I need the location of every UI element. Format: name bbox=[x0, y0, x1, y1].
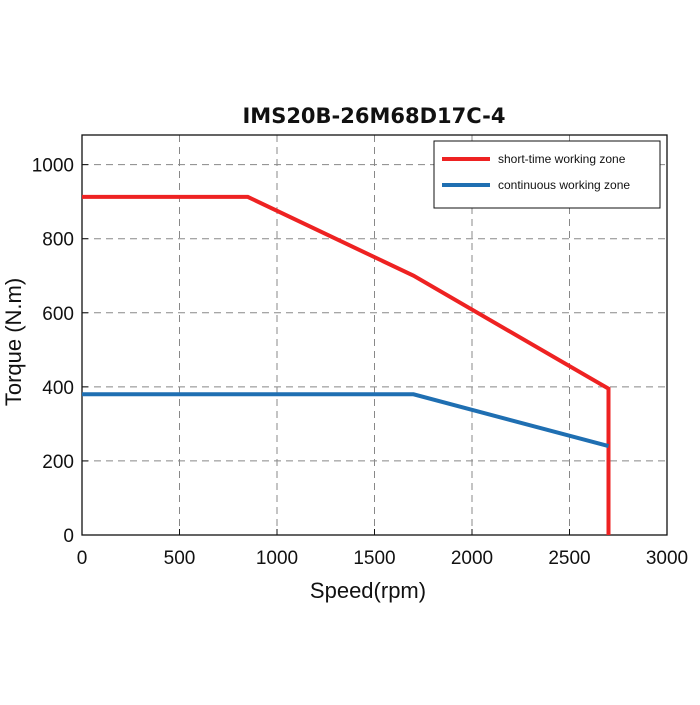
x-tick-label: 2000 bbox=[451, 548, 493, 569]
y-tick-label: 600 bbox=[42, 304, 74, 325]
y-tick-label: 400 bbox=[42, 378, 74, 399]
y-axis-label: Torque (N.m) bbox=[1, 278, 26, 406]
x-tick-label: 2500 bbox=[548, 548, 590, 569]
axis-ticks: 0 500 1000 1500 2000 2500 3000 0 200 400 600 800 100… bbox=[32, 156, 688, 569]
x-tick-label: 1000 bbox=[256, 548, 298, 569]
x-tick-label: 0 bbox=[77, 548, 88, 569]
x-tick-label: 1500 bbox=[353, 548, 395, 569]
legend-label-continuous: continuous working zone bbox=[498, 178, 630, 192]
x-axis-label: Speed(rpm) bbox=[310, 578, 426, 603]
chart-title: IMS20B-26M68D17C-4 bbox=[242, 104, 505, 128]
series-lines bbox=[82, 194, 611, 535]
x-tick-label: 3000 bbox=[646, 548, 688, 569]
y-tick-label: 800 bbox=[42, 230, 74, 251]
series-line-continuous bbox=[82, 392, 610, 449]
x-tick-label: 500 bbox=[164, 548, 196, 569]
legend-box bbox=[433, 140, 661, 209]
series-line-short-time bbox=[82, 194, 611, 535]
y-tick-label: 200 bbox=[42, 452, 74, 473]
y-tick-label: 0 bbox=[63, 526, 74, 547]
legend-label-short-time: short-time working zone bbox=[498, 152, 626, 166]
legend: short-time working zone continuous worki… bbox=[433, 140, 661, 209]
y-tick-label: 1000 bbox=[32, 156, 74, 177]
